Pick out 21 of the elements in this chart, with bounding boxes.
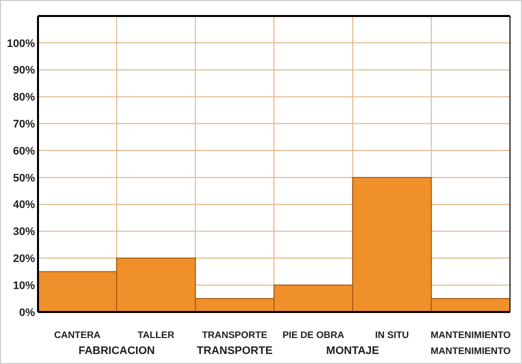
x-tick-label: CANTERA <box>54 330 101 341</box>
y-tick-label: 20% <box>12 253 36 266</box>
y-tick-label: 90% <box>12 64 36 77</box>
x-tick-label: TALLER <box>138 330 175 341</box>
y-tick-label: 70% <box>12 118 36 130</box>
text: FABRICACION <box>78 345 155 357</box>
y-tick-label: 30% <box>12 226 36 238</box>
text: TRANSPORTE <box>196 345 273 357</box>
x-tick-label: PIE DE OBRA <box>282 330 344 341</box>
x-tick-label: IN SITU <box>375 330 410 341</box>
y-tick-label: 0% <box>19 306 36 319</box>
y-tick-label: 60% <box>12 145 36 158</box>
y-tick-label: 100% <box>6 38 36 50</box>
x-tick-label: MANTENIMIENTO <box>430 330 511 341</box>
text: MANTENIMIENTO <box>430 346 511 357</box>
x-tick-label: TRANSPORTE <box>202 330 268 341</box>
y-tick-label: 80% <box>12 92 36 104</box>
text: MONTAJE <box>326 345 380 357</box>
y-tick-label: 50% <box>12 172 36 184</box>
y-tick-label: 10% <box>12 280 36 292</box>
y-tick-label: 40% <box>12 199 36 212</box>
